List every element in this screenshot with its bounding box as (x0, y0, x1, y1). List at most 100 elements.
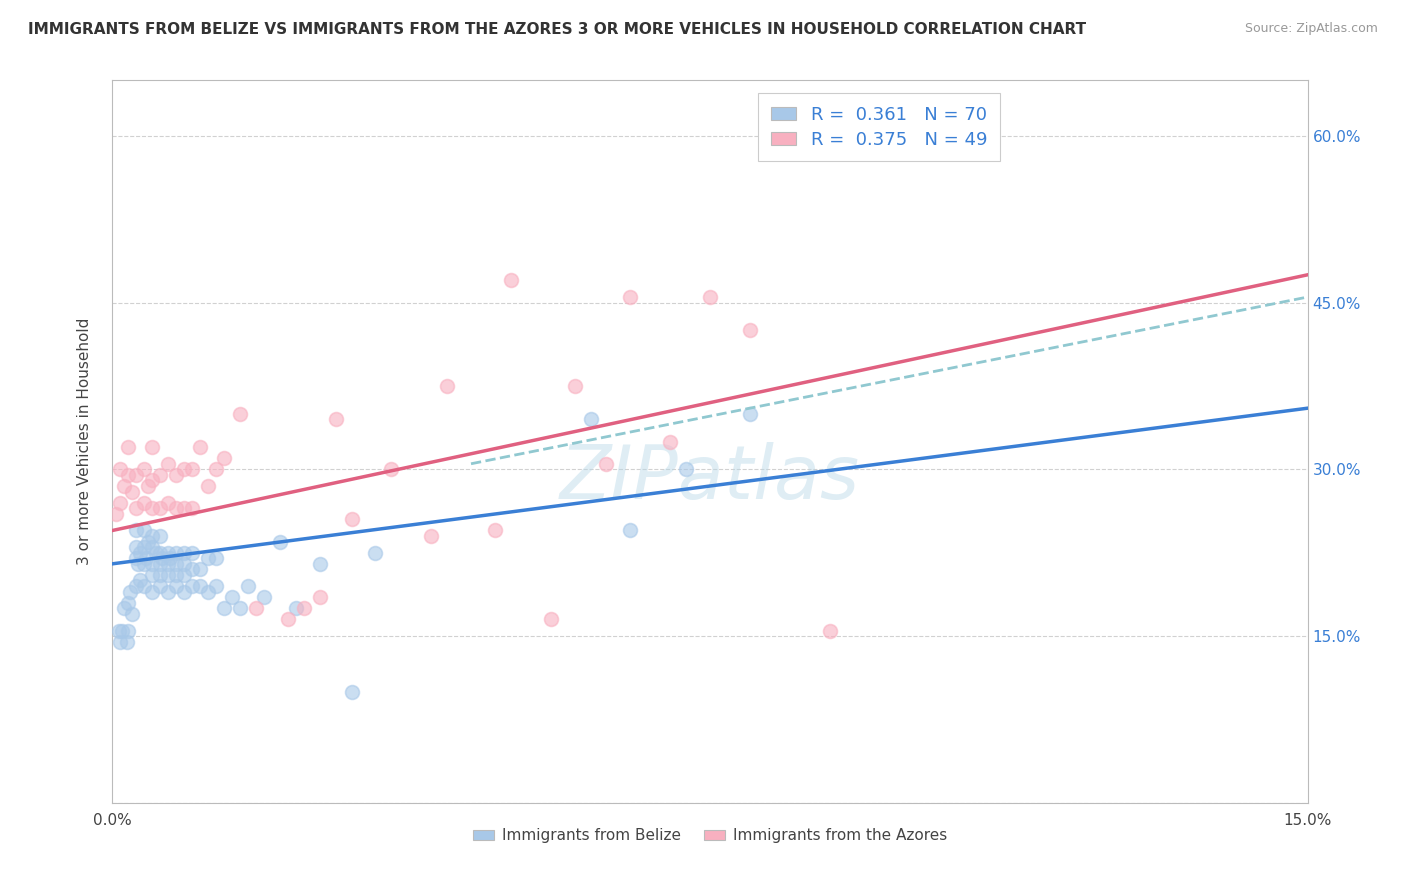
Point (145, 546, 167, 560)
Point (229, 407, 252, 421)
Point (173, 557, 195, 571)
Point (117, 467, 139, 482)
Point (134, 524, 156, 538)
Point (229, 601, 252, 615)
Point (157, 568, 180, 582)
Point (292, 601, 315, 615)
Point (340, 684, 363, 698)
Point (127, 557, 149, 571)
Point (181, 501, 204, 516)
Point (484, 524, 506, 538)
Point (188, 562, 211, 576)
Point (308, 557, 330, 571)
Point (134, 579, 156, 593)
Point (110, 496, 132, 510)
Point (141, 584, 163, 599)
Point (141, 557, 163, 571)
Point (380, 462, 402, 476)
Point (181, 546, 204, 560)
Point (138, 534, 160, 549)
Point (197, 551, 219, 566)
Point (236, 579, 259, 593)
Point (165, 557, 187, 571)
Point (134, 496, 156, 510)
Point (165, 501, 187, 516)
Point (114, 601, 135, 615)
Point (117, 596, 139, 610)
Point (619, 290, 641, 304)
Point (221, 590, 243, 604)
Point (173, 568, 195, 582)
Point (141, 568, 163, 582)
Point (165, 546, 187, 560)
Point (173, 546, 195, 560)
Point (115, 634, 138, 648)
Point (121, 484, 143, 499)
Point (157, 584, 180, 599)
Point (540, 612, 562, 626)
Point (157, 546, 180, 560)
Point (121, 607, 143, 621)
Point (699, 290, 721, 304)
Point (129, 546, 152, 560)
Point (181, 579, 204, 593)
Point (659, 434, 682, 449)
Point (125, 551, 148, 566)
Point (134, 540, 156, 554)
Point (114, 479, 135, 493)
Point (308, 590, 330, 604)
Point (619, 524, 641, 538)
Point (818, 624, 841, 638)
Point (149, 467, 172, 482)
Point (117, 440, 139, 454)
Point (157, 557, 180, 571)
Point (141, 529, 163, 543)
Point (188, 579, 211, 593)
Point (165, 467, 187, 482)
Point (197, 584, 219, 599)
Point (325, 412, 347, 426)
Point (157, 496, 180, 510)
Point (205, 462, 228, 476)
Point (205, 551, 228, 566)
Point (111, 624, 134, 638)
Point (138, 479, 160, 493)
Point (141, 540, 163, 554)
Point (197, 479, 219, 493)
Y-axis label: 3 or more Vehicles in Household: 3 or more Vehicles in Household (77, 318, 91, 566)
Point (675, 462, 697, 476)
Point (149, 546, 172, 560)
Point (165, 579, 187, 593)
Point (212, 451, 235, 466)
Point (125, 540, 148, 554)
Point (173, 584, 195, 599)
Point (110, 634, 132, 648)
Point (159, 551, 181, 566)
Point (125, 524, 148, 538)
Point (110, 462, 132, 476)
Point (149, 501, 172, 516)
Point (118, 584, 141, 599)
Point (340, 512, 363, 526)
Point (212, 601, 235, 615)
Text: IMMIGRANTS FROM BELIZE VS IMMIGRANTS FROM THE AZORES 3 OR MORE VEHICLES IN HOUSE: IMMIGRANTS FROM BELIZE VS IMMIGRANTS FRO… (28, 22, 1087, 37)
Point (149, 568, 172, 582)
Point (135, 551, 157, 566)
Point (141, 501, 163, 516)
Point (157, 457, 180, 471)
Point (277, 612, 299, 626)
Point (141, 440, 163, 454)
Point (125, 579, 148, 593)
Point (125, 467, 148, 482)
Point (129, 574, 152, 588)
Point (141, 474, 163, 488)
Point (253, 590, 276, 604)
Text: ZIPatlas: ZIPatlas (560, 442, 860, 514)
Point (364, 546, 387, 560)
Point (108, 624, 131, 638)
Point (245, 601, 267, 615)
Point (188, 440, 211, 454)
Point (738, 407, 761, 421)
Point (105, 507, 128, 521)
Point (149, 579, 172, 593)
